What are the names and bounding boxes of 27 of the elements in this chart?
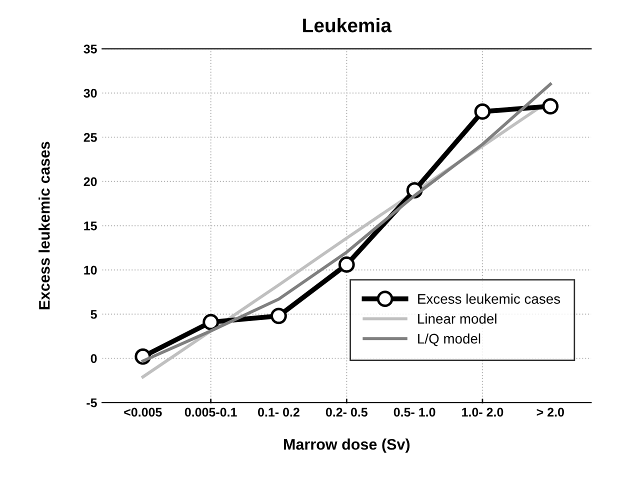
y-tick-label: 5	[90, 310, 97, 319]
point	[338, 256, 355, 273]
legend-label: Excess leukemic cases	[418, 294, 560, 304]
point	[270, 308, 287, 324]
legend-label: Linear model	[418, 314, 496, 324]
point	[202, 314, 219, 330]
chart-title: Leukemia	[303, 18, 392, 32]
point	[474, 103, 491, 120]
x-tick-label: > 2.0	[536, 408, 564, 417]
y-tick-label: 20	[84, 177, 97, 186]
x-tick-label: 0.1- 0.2	[258, 408, 300, 417]
x-tick-label: 0.5- 1.0	[394, 408, 436, 417]
y-tick-label: 10	[84, 266, 97, 275]
y-axis-title: Excess leukemic cases	[38, 142, 50, 310]
x-tick-label: 0.005-0.1	[184, 408, 237, 417]
y-tick-label: 0	[90, 354, 97, 364]
x-tick-label: 0.2- 0.5	[326, 408, 368, 417]
x-tick-label: <0.005	[124, 408, 162, 417]
x-axis-title: Marrow dose (Sv)	[284, 438, 410, 453]
y-tick-label: 25	[84, 133, 97, 142]
x-tick-label: 1.0- 2.0	[462, 408, 504, 417]
y-tick-label: 35	[84, 44, 97, 54]
point	[542, 98, 559, 114]
legend-label: L/Q model	[418, 333, 480, 346]
y-tick-label: 15	[84, 222, 97, 230]
y-tick-label: -5	[86, 398, 97, 408]
y-tick-label: 30	[84, 88, 97, 98]
